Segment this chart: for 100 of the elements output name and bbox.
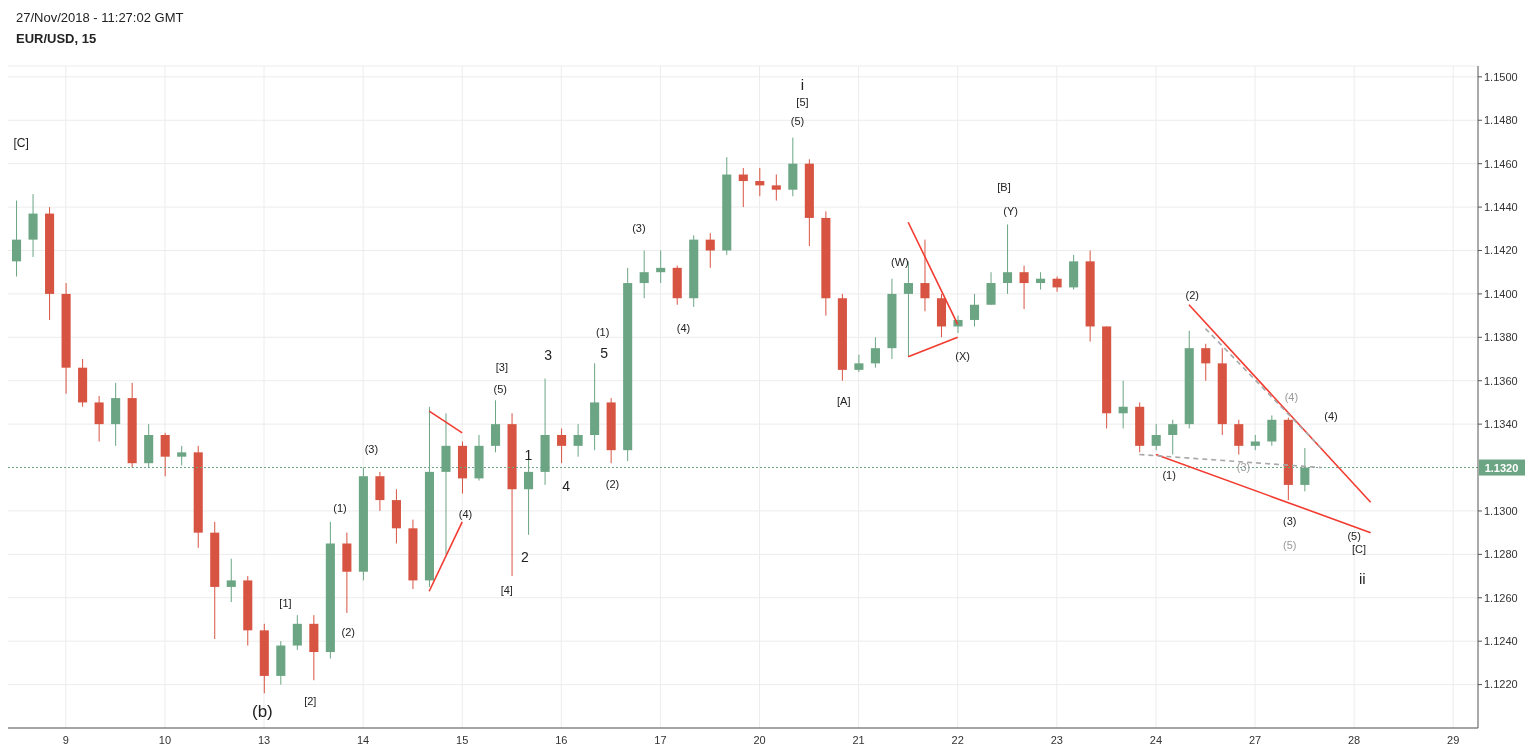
- annotation: (3): [632, 221, 646, 234]
- y-tick-label: 1.1460: [1484, 157, 1518, 170]
- x-tick-label: 14: [356, 733, 370, 744]
- x-tick-label: 9: [62, 733, 69, 744]
- candlestick: [1234, 419, 1244, 456]
- candlestick: [226, 558, 236, 603]
- candlestick: [557, 427, 567, 464]
- y-tick-label: 1.1380: [1484, 331, 1518, 344]
- candlestick: [755, 167, 765, 197]
- candlestick: [1118, 380, 1128, 429]
- annotation: (2): [341, 625, 355, 638]
- candlestick: [1267, 414, 1277, 447]
- annotation: [2]: [304, 695, 317, 708]
- y-tick-label: 1.1500: [1484, 70, 1518, 83]
- annotation: (Y): [1003, 204, 1018, 217]
- candlestick: [705, 232, 715, 269]
- y-tick-label: 1.1260: [1484, 591, 1518, 604]
- annotation: (4): [458, 508, 473, 521]
- y-tick-label: 1.1300: [1484, 504, 1518, 517]
- candlestick: [1019, 265, 1029, 310]
- y-tick-label: 1.1220: [1484, 678, 1518, 691]
- x-tick-label: 27: [1248, 733, 1262, 744]
- annotation: (3): [1236, 460, 1251, 473]
- candlestick: [870, 336, 880, 369]
- ref-line-label: 1.1320: [1484, 461, 1519, 474]
- x-tick-label: 15: [456, 733, 469, 744]
- annotation: ii: [1359, 570, 1366, 588]
- annotation: (4): [1324, 410, 1338, 423]
- annotation: (5): [493, 382, 507, 395]
- y-tick-label: 1.1420: [1484, 244, 1518, 257]
- annotation: 5: [600, 345, 609, 362]
- x-tick-label: 29: [1447, 733, 1460, 744]
- annotation: (W): [891, 256, 909, 269]
- candlestick: [639, 249, 649, 299]
- annotation: 3: [544, 347, 553, 364]
- annotation: [5]: [796, 95, 809, 108]
- y-tick-label: 1.1340: [1484, 418, 1518, 431]
- annotation: (5): [1282, 538, 1297, 551]
- candlestick: [771, 174, 781, 202]
- y-tick-label: 1.1360: [1484, 374, 1518, 387]
- annotation: [B]: [997, 180, 1011, 193]
- candlestick: [160, 432, 170, 477]
- text: 27/Nov/2018 - 11:27:02 GMT: [16, 9, 185, 25]
- annotation: 2: [521, 549, 530, 566]
- annotation: [A]: [837, 395, 851, 408]
- candlestick: [490, 399, 501, 453]
- annotation: (1): [333, 501, 347, 514]
- annotation: (4): [676, 321, 691, 334]
- x-tick-label: 22: [951, 733, 964, 744]
- candlestick: [969, 293, 980, 327]
- x-tick-label: 10: [158, 733, 172, 744]
- annotation: 4: [562, 477, 571, 494]
- candlestick: [986, 271, 996, 306]
- candlestick: [177, 445, 187, 466]
- x-tick-label: 16: [555, 733, 568, 744]
- candlestick: [12, 200, 22, 278]
- annotation: [3]: [495, 360, 508, 373]
- annotation: (5): [1347, 529, 1361, 542]
- annotation: 1: [524, 447, 533, 464]
- annotation: (2): [1185, 289, 1199, 302]
- y-tick-label: 1.1480: [1484, 114, 1518, 127]
- annotation: (b): [251, 702, 273, 722]
- annotation: (3): [1282, 515, 1297, 528]
- x-tick-label: 28: [1348, 733, 1361, 744]
- candlestick: [1201, 343, 1211, 382]
- annotation: [C]: [13, 136, 29, 151]
- candlestick: [375, 471, 385, 512]
- x-tick-label: 24: [1149, 733, 1163, 744]
- candlestick: [854, 354, 864, 373]
- y-tick-label: 1.1240: [1484, 635, 1518, 648]
- candlestick: [1168, 419, 1178, 456]
- candlestick: [920, 239, 930, 312]
- annotation: (5): [790, 115, 805, 128]
- annotation: (1): [595, 325, 610, 338]
- annotation: (2): [605, 477, 620, 490]
- annotation: (X): [955, 349, 971, 362]
- y-tick-label: 1.1440: [1484, 200, 1518, 213]
- annotation: (3): [364, 442, 379, 455]
- candlestick: [573, 423, 583, 458]
- annotation: i: [800, 75, 805, 93]
- y-tick-label: 1.1280: [1484, 548, 1518, 561]
- candlestick: [1151, 423, 1161, 451]
- annotation: (4): [1284, 391, 1299, 404]
- annotation: [1]: [279, 597, 292, 610]
- chart-title: EUR/USD, 15: [16, 31, 98, 46]
- annotation: [C]: [1352, 542, 1367, 555]
- x-tick-label: 20: [753, 733, 766, 744]
- annotation: (1): [1162, 469, 1176, 482]
- candlestick: [738, 167, 748, 208]
- y-tick-label: 1.1400: [1484, 287, 1518, 300]
- candlestick: [656, 249, 666, 284]
- x-tick-label: 13: [257, 733, 271, 744]
- x-tick-label: 23: [1050, 733, 1063, 744]
- candlestick: [1003, 223, 1013, 295]
- candlestick: [94, 395, 104, 442]
- x-tick-label: 17: [654, 733, 667, 744]
- candlestick: [1052, 276, 1062, 293]
- candlestick: [292, 614, 302, 651]
- x-tick-label: 21: [852, 733, 865, 744]
- annotation: [4]: [500, 583, 513, 596]
